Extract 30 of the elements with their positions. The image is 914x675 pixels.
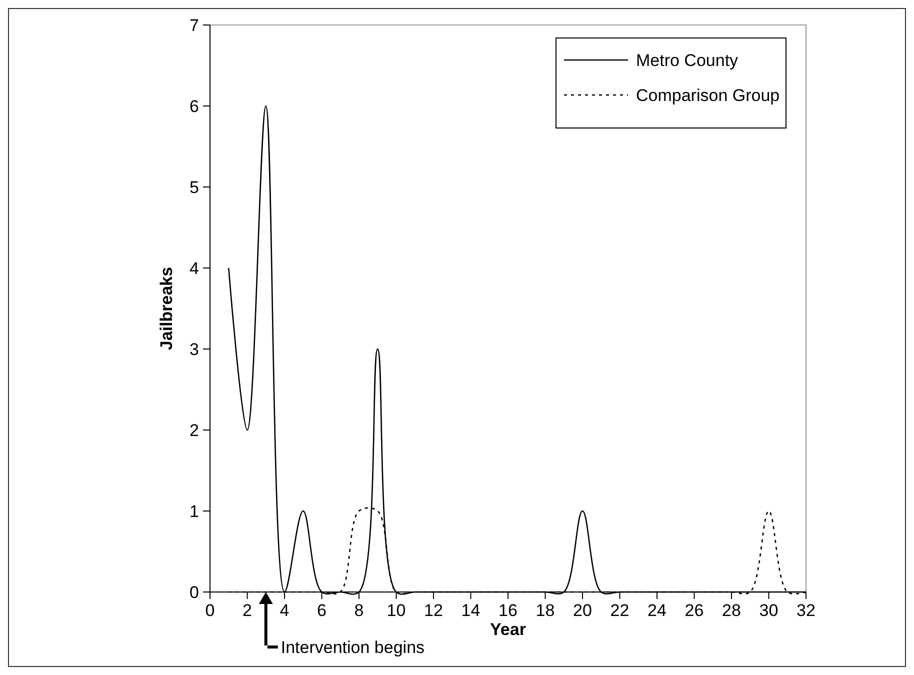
x-tick-label: 8 bbox=[354, 601, 364, 620]
legend-label: Comparison Group bbox=[636, 86, 780, 105]
y-axis-title: Jailbreaks bbox=[157, 266, 176, 350]
x-tick-label: 2 bbox=[242, 601, 252, 620]
x-tick-label: 24 bbox=[648, 601, 666, 620]
y-tick-label: 7 bbox=[190, 16, 199, 35]
x-tick-label: 16 bbox=[498, 601, 518, 620]
legend-label: Metro County bbox=[636, 50, 739, 70]
x-tick-label: 18 bbox=[536, 601, 555, 620]
x-tick-label: 22 bbox=[610, 601, 630, 620]
x-tick-label: 4 bbox=[280, 601, 290, 620]
x-axis-title: Year bbox=[490, 620, 526, 639]
x-tick-label: 32 bbox=[796, 601, 816, 620]
y-tick-label: 2 bbox=[190, 420, 199, 440]
x-tick-label: 30 bbox=[759, 601, 778, 620]
x-tick-label: 0 bbox=[205, 601, 215, 620]
annotation: Intervention begins bbox=[280, 638, 425, 657]
y-tick-label: 0 bbox=[190, 582, 199, 602]
x-tick-label: 10 bbox=[386, 601, 406, 620]
x-tick-label: 12 bbox=[424, 601, 443, 620]
x-tick-label: 14 bbox=[461, 601, 480, 620]
y-tick-label: 4 bbox=[190, 258, 199, 278]
y-tick-label: 3 bbox=[190, 340, 199, 359]
x-tick-label: 20 bbox=[573, 601, 592, 620]
y-tick-label: 1 bbox=[190, 502, 199, 521]
y-tick-label: 5 bbox=[190, 178, 199, 197]
x-tick-label: 26 bbox=[684, 601, 704, 620]
x-tick-label: 28 bbox=[722, 601, 741, 620]
x-tick-label: 6 bbox=[317, 601, 326, 620]
y-tick-label: 6 bbox=[190, 96, 199, 116]
